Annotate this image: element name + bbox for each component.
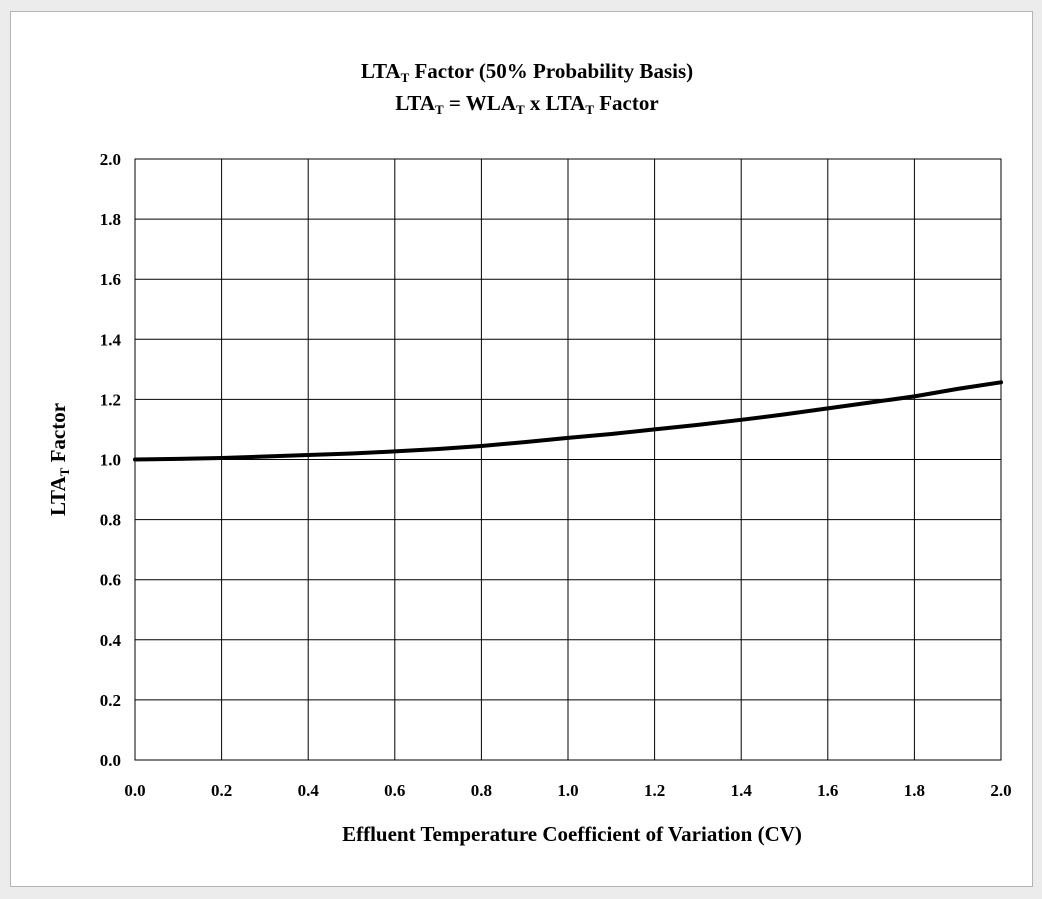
x-tick-labels: 0.0 0.2 0.4 0.6 0.8 1.0 1.2 1.4 1.6 1.8 2.0	[124, 781, 1011, 800]
x-tick-label: 0.2	[211, 781, 232, 800]
x-tick-label: 1.6	[817, 781, 838, 800]
y-tick-label: 0.2	[100, 691, 121, 710]
y-tick-label: 0.6	[100, 571, 121, 590]
series-line-0	[133, 380, 1003, 462]
x-tick-label: 0.0	[124, 781, 145, 800]
chart-title-line-1: LTAT Factor (50% Probability Basis)	[361, 59, 693, 85]
x-tick-label: 1.0	[557, 781, 578, 800]
chart-title: LTAT Factor (50% Probability Basis) LTAT…	[361, 59, 693, 117]
line-chart: LTAT Factor (50% Probability Basis) LTAT…	[46, 59, 1012, 846]
y-tick-label: 1.4	[100, 330, 122, 349]
x-tick-label: 0.6	[384, 781, 405, 800]
y-tick-label: 1.0	[100, 451, 121, 470]
series-group	[133, 380, 1003, 462]
x-tick-label: 0.8	[471, 781, 492, 800]
x-tick-label: 1.4	[731, 781, 753, 800]
y-tick-label: 1.2	[100, 390, 121, 409]
x-tick-label: 2.0	[990, 781, 1011, 800]
y-tick-labels: 0.0 0.2 0.4 0.6 0.8 1.0 1.2 1.4 1.6 1.8 2.0	[100, 150, 122, 770]
y-axis-label: LTAT Factor	[46, 403, 72, 516]
y-tick-label: 1.8	[100, 210, 121, 229]
x-tick-label: 1.8	[904, 781, 925, 800]
chart-frame: LTAT Factor (50% Probability Basis) LTAT…	[10, 11, 1033, 887]
x-tick-label: 1.2	[644, 781, 665, 800]
y-tick-label: 0.8	[100, 511, 121, 530]
y-tick-label: 1.6	[100, 270, 121, 289]
x-tick-label: 0.4	[298, 781, 320, 800]
y-tick-label: 0.0	[100, 751, 121, 770]
chart-title-line-2: LTAT = WLAT x LTAT Factor	[395, 91, 658, 117]
chart-grid	[134, 158, 1002, 761]
x-axis-label: Effluent Temperature Coefficient of Vari…	[342, 822, 802, 846]
y-tick-label: 2.0	[100, 150, 121, 169]
y-tick-label: 0.4	[100, 631, 122, 650]
